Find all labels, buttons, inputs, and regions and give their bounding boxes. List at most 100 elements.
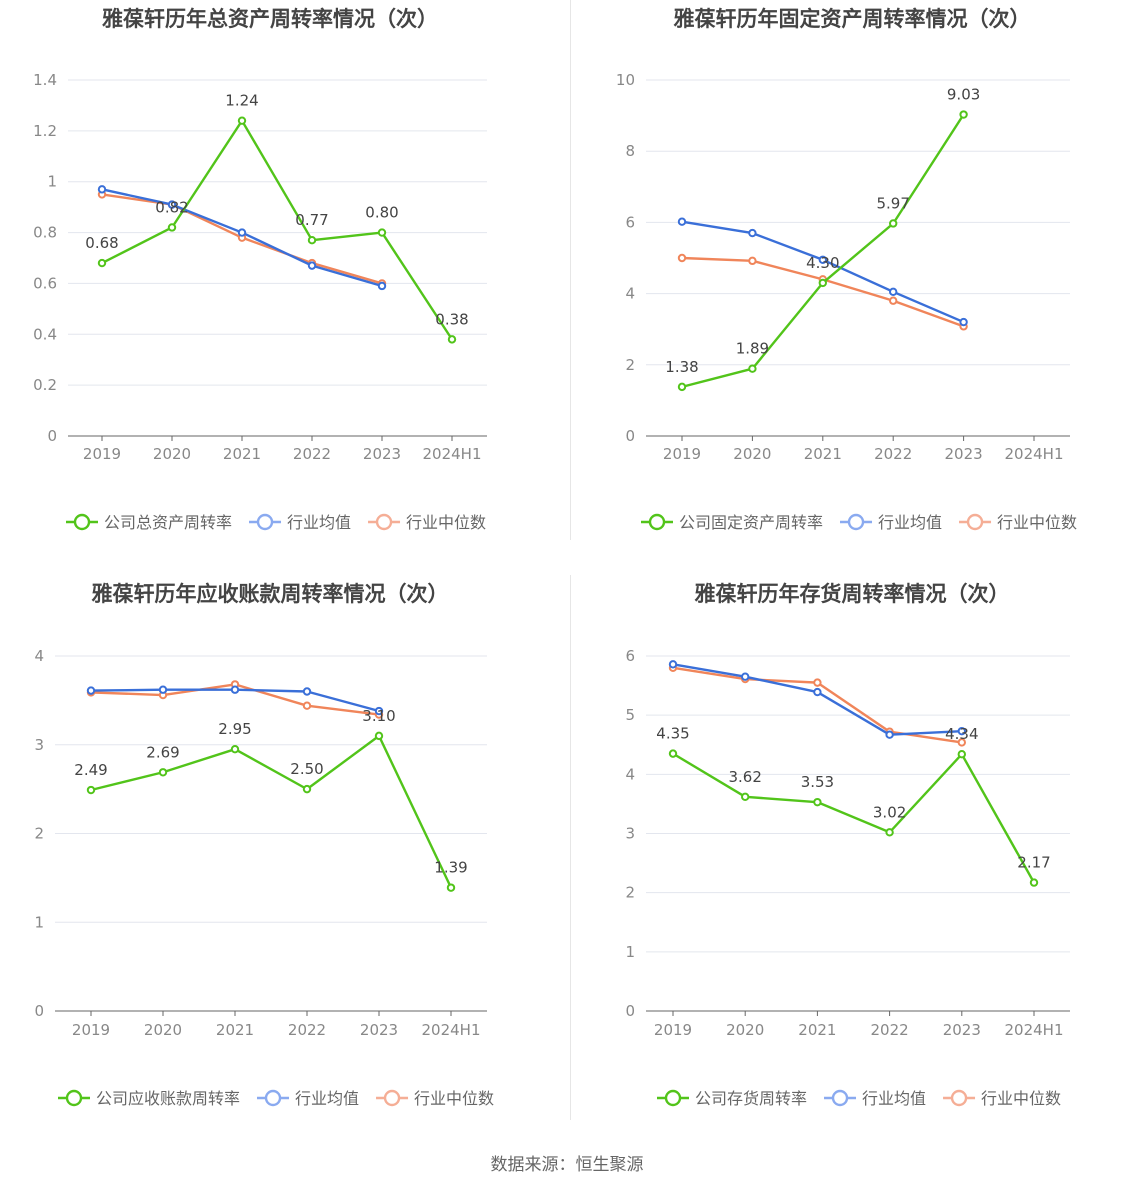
chart-title: 雅葆轩历年应收账款周转率情况（次） (92, 582, 449, 606)
x-tick-label: 2020 (733, 445, 771, 463)
y-tick-label: 0.6 (33, 274, 57, 292)
average-point (377, 281, 387, 291)
data-label: 1.89 (736, 340, 769, 358)
legend-marker (256, 513, 274, 531)
legend-label: 行业中位数 (997, 513, 1077, 532)
y-tick-label: 6 (625, 647, 635, 665)
x-tick-label: 2024H1 (1005, 1021, 1064, 1039)
y-tick-label: 0 (625, 427, 635, 445)
data-label: 3.02 (873, 803, 906, 821)
company-point (447, 335, 457, 344)
vertical-divider-top (570, 0, 571, 540)
chart-3: 雅葆轩历年应收账款周转率情况（次） 0 1 2 3 4 2019 2020 2021 2022 20… (34, 582, 494, 1108)
legend-item-company: 公司总资产周转率 (66, 513, 232, 532)
median-point (677, 253, 687, 263)
average-point (230, 685, 240, 694)
legend-item-company: 公司应收账款周转率 (58, 1089, 240, 1108)
x-tick-label: 2023 (360, 1021, 398, 1039)
legend-label: 行业中位数 (981, 1089, 1061, 1108)
y-tick-label: 3 (625, 825, 635, 843)
data-label: 2.95 (218, 720, 251, 738)
y-tick-label: 4 (34, 647, 44, 665)
company-point (158, 768, 168, 777)
average-point (374, 706, 384, 716)
average-point (302, 687, 312, 696)
average-point (158, 685, 168, 694)
x-tick-label: 2021 (798, 1021, 836, 1039)
data-label: 0.77 (295, 211, 328, 229)
company-point (97, 258, 107, 268)
x-tick-label: 2024H1 (422, 1021, 481, 1039)
legend: 公司存货周转率 行业均值 行业中位数 (657, 1089, 1061, 1108)
average-point (97, 185, 107, 194)
legend-item-company: 公司固定资产周转率 (641, 513, 823, 532)
x-tick-label: 2020 (144, 1021, 182, 1039)
vertical-divider-bottom (570, 575, 571, 1120)
legend-item-median: 行业中位数 (943, 1089, 1061, 1108)
chart-title: 雅葆轩历年存货周转率情况（次） (695, 582, 1010, 606)
y-tick-label: 1 (625, 943, 635, 961)
company-point (668, 749, 678, 758)
company-point (818, 278, 827, 288)
company-point (959, 110, 968, 119)
legend-item-median: 行业中位数 (368, 513, 486, 532)
data-label: 3.53 (801, 773, 834, 791)
y-tick-label: 3 (34, 736, 44, 754)
legend-label: 行业中位数 (406, 513, 486, 532)
legend-label: 行业均值 (862, 1089, 926, 1108)
company-point (302, 784, 312, 794)
data-label: 4.30 (806, 254, 839, 272)
x-tick-label: 2022 (874, 445, 912, 463)
data-label: 0.82 (155, 198, 188, 216)
x-tick-label: 2023 (945, 445, 983, 463)
y-tick-label: 0.4 (33, 325, 57, 343)
legend-marker (375, 513, 393, 531)
legend-label: 行业均值 (878, 513, 942, 532)
data-label: 2.49 (74, 761, 107, 779)
legend-label: 行业均值 (295, 1089, 359, 1108)
legend-item-median: 行业中位数 (959, 513, 1077, 532)
legend-item-average: 行业均值 (257, 1089, 359, 1108)
x-tick-label: 2021 (804, 445, 842, 463)
data-label: 9.03 (947, 86, 980, 104)
x-tick-label: 2019 (72, 1021, 110, 1039)
y-tick-label: 1 (47, 173, 57, 191)
chart-4: 雅葆轩历年存货周转率情况（次） 0 1 2 3 4 5 6 2019 2020 2021 2022 20… (625, 582, 1070, 1108)
legend-item-company: 公司存货周转率 (657, 1089, 807, 1108)
y-tick-label: 0 (47, 427, 57, 445)
y-tick-label: 1 (34, 913, 44, 931)
average-point (957, 726, 966, 736)
y-tick-label: 10 (616, 71, 635, 89)
x-tick-label: 2020 (726, 1021, 764, 1039)
legend-label: 公司应收账款周转率 (96, 1089, 240, 1108)
y-tick-label: 0 (34, 1002, 44, 1020)
data-label: 1.24 (225, 92, 258, 110)
average-point (885, 730, 894, 739)
x-tick-label: 2019 (83, 445, 121, 463)
chart-1: 雅葆轩历年总资产周转率情况（次） 0 0.2 0.4 0.6 0.8 1 1.2 1.4 2019… (33, 7, 487, 532)
y-tick-label: 2 (625, 356, 635, 374)
legend: 公司应收账款周转率 行业均值 行业中位数 (58, 1089, 494, 1108)
x-tick-label: 2023 (363, 445, 401, 463)
company-series-line (681, 113, 965, 389)
legend-item-average: 行业均值 (824, 1089, 926, 1108)
average-point (818, 255, 827, 264)
company-point (677, 382, 687, 392)
data-label: 1.38 (665, 358, 698, 376)
company-point (237, 116, 247, 125)
legend-marker (264, 1089, 282, 1107)
company-point (167, 223, 177, 232)
chart-title: 雅葆轩历年固定资产周转率情况（次） (674, 7, 1031, 31)
company-series-line (672, 752, 1036, 884)
data-label: 2.69 (146, 743, 179, 761)
company-point (885, 828, 894, 837)
legend-label: 行业均值 (287, 513, 351, 532)
average-point (307, 261, 317, 270)
y-tick-label: 4 (625, 285, 635, 303)
company-point (748, 364, 757, 373)
data-label: 4.35 (656, 725, 689, 743)
legend-marker (73, 513, 91, 531)
company-point (230, 744, 240, 754)
y-tick-label: 0 (625, 1002, 635, 1020)
median-point (748, 256, 757, 266)
